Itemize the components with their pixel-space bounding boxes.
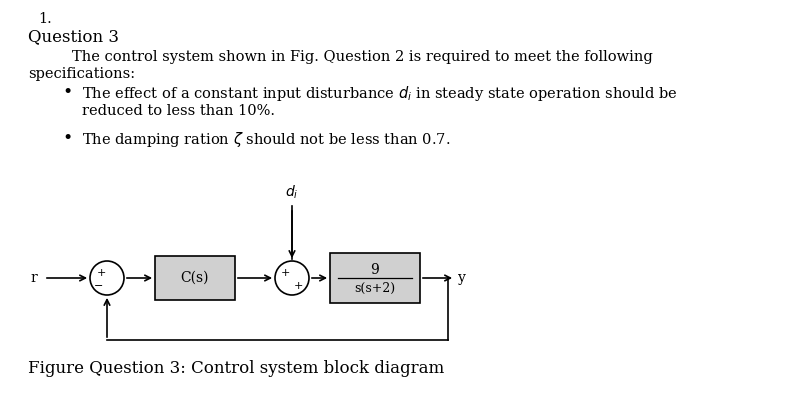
FancyBboxPatch shape (329, 253, 419, 303)
Text: reduced to less than 10%.: reduced to less than 10%. (82, 104, 275, 118)
Circle shape (275, 261, 308, 295)
Text: +: + (293, 281, 302, 291)
Circle shape (90, 261, 124, 295)
Text: The damping ration $\zeta$ should not be less than 0.7.: The damping ration $\zeta$ should not be… (82, 130, 450, 149)
Text: 9: 9 (370, 263, 379, 277)
FancyBboxPatch shape (155, 256, 234, 300)
Text: y: y (458, 271, 465, 285)
Text: •: • (63, 130, 73, 147)
Text: specifications:: specifications: (28, 67, 135, 81)
Text: $d_i$: $d_i$ (285, 184, 299, 201)
Text: •: • (63, 84, 73, 101)
Text: +: + (280, 268, 289, 278)
Text: r: r (30, 271, 37, 285)
Text: −: − (94, 281, 104, 291)
Text: C(s): C(s) (181, 271, 209, 285)
Text: Figure Question 3: Control system block diagram: Figure Question 3: Control system block … (28, 360, 444, 377)
Text: The control system shown in Fig. Question 2 is required to meet the following: The control system shown in Fig. Questio… (72, 50, 652, 64)
Text: Question 3: Question 3 (28, 28, 119, 45)
Text: +: + (96, 268, 105, 278)
Text: 1.: 1. (38, 12, 51, 26)
Text: s(s+2): s(s+2) (354, 282, 395, 294)
Text: The effect of a constant input disturbance $d_i$ in steady state operation shoul: The effect of a constant input disturban… (82, 84, 677, 103)
